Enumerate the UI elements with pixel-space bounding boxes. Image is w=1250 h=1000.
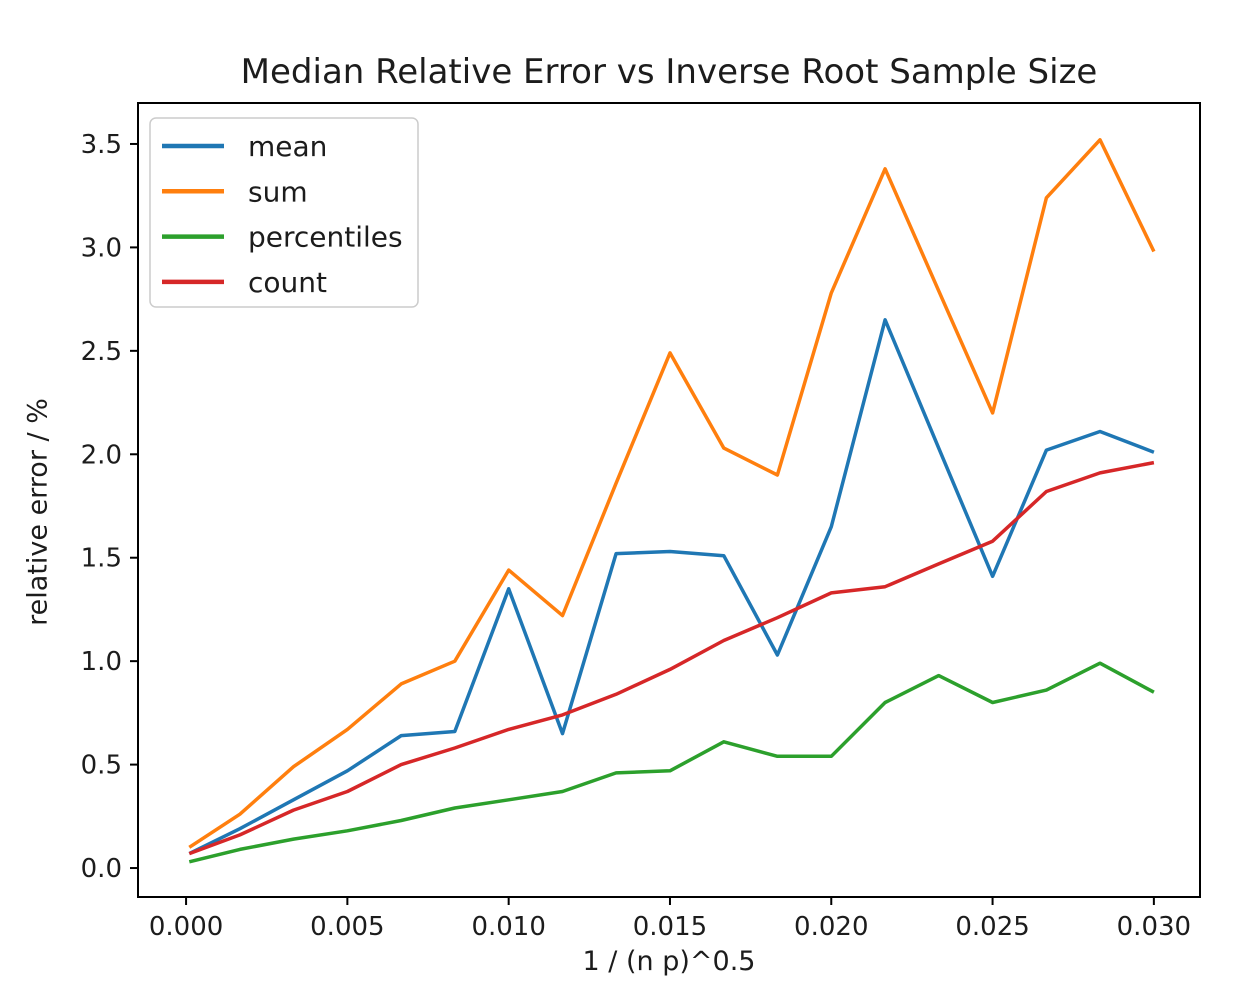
chart-title: Median Relative Error vs Inverse Root Sa… [240,52,1098,92]
x-axis-label: 1 / (n p)^0.5 [582,946,756,977]
y-tick-label: 0.5 [81,751,122,781]
series-line-count [188,460,1155,856]
x-tick-label: 0.005 [310,912,384,942]
y-tick-label: 2.0 [81,440,122,470]
x-tick-label: 0.020 [794,912,868,942]
x-tick-label: 0.025 [955,912,1029,942]
x-tick-label: 0.030 [1117,912,1191,942]
legend-label-count: count [248,266,327,299]
y-tick-label: 2.5 [81,337,122,367]
plot-frame [137,102,1201,898]
x-tick-label: 0.010 [471,912,545,942]
series-line-sum [188,138,1156,849]
legend-label-mean: mean [248,130,327,163]
series-line-percentiles [188,661,1155,864]
y-tick-label: 1.0 [81,647,122,677]
series-line-mean [188,318,1155,856]
y-tick-label: 0.0 [81,854,122,884]
x-tick-label: 0.000 [149,912,223,942]
y-tick-label: 3.0 [81,233,122,263]
legend-label-sum: sum [248,175,308,208]
x-tick-label: 0.015 [633,912,707,942]
y-tick-label: 1.5 [81,544,122,574]
y-tick-label: 3.5 [81,130,122,160]
legend-label-percentiles: percentiles [248,221,403,254]
legend-box [149,117,419,308]
